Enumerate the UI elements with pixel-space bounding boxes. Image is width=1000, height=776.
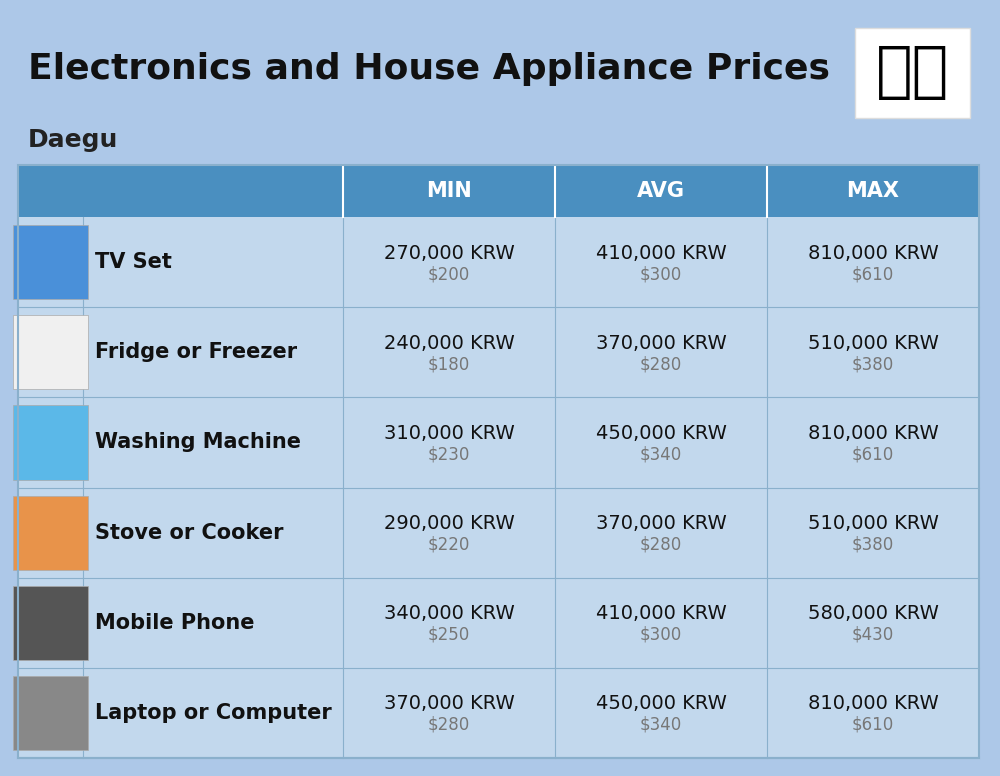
Text: 810,000 KRW: 810,000 KRW	[808, 244, 938, 262]
Text: Washing Machine: Washing Machine	[95, 432, 301, 452]
Text: $380: $380	[852, 535, 894, 553]
Text: $380: $380	[852, 355, 894, 373]
Text: $300: $300	[640, 265, 682, 283]
Text: 450,000 KRW: 450,000 KRW	[596, 424, 726, 443]
Bar	[13, 225, 88, 300]
Text: 450,000 KRW: 450,000 KRW	[596, 695, 726, 713]
Text: Mobile Phone: Mobile Phone	[95, 613, 254, 632]
Bar	[18, 668, 979, 758]
Text: $180: $180	[428, 355, 470, 373]
Text: $340: $340	[640, 445, 682, 463]
Text: $230: $230	[428, 445, 470, 463]
Text: 410,000 KRW: 410,000 KRW	[596, 244, 726, 262]
Text: $280: $280	[428, 716, 470, 734]
Text: Stove or Cooker: Stove or Cooker	[95, 522, 284, 542]
Text: 410,000 KRW: 410,000 KRW	[596, 605, 726, 623]
Text: 510,000 KRW: 510,000 KRW	[808, 334, 938, 353]
Text: $300: $300	[640, 625, 682, 644]
Bar	[18, 397, 979, 487]
Text: $280: $280	[640, 535, 682, 553]
Text: AVG: AVG	[637, 181, 685, 201]
Text: $220: $220	[428, 535, 470, 553]
Text: TV Set: TV Set	[95, 252, 172, 272]
Text: $610: $610	[852, 716, 894, 734]
Text: 290,000 KRW: 290,000 KRW	[384, 514, 514, 533]
Text: MAX: MAX	[846, 181, 900, 201]
Bar	[13, 676, 88, 750]
Text: Daegu: Daegu	[28, 128, 118, 152]
Text: $610: $610	[852, 265, 894, 283]
Bar	[18, 577, 979, 668]
Text: 270,000 KRW: 270,000 KRW	[384, 244, 514, 262]
Bar	[13, 315, 88, 390]
Bar	[18, 217, 979, 307]
Bar	[18, 165, 979, 758]
Text: $610: $610	[852, 445, 894, 463]
Text: $250: $250	[428, 625, 470, 644]
Bar	[13, 405, 88, 480]
Bar	[855, 28, 970, 118]
Bar	[18, 165, 979, 217]
Bar	[13, 496, 88, 570]
Text: 340,000 KRW: 340,000 KRW	[384, 605, 514, 623]
Text: $430: $430	[852, 625, 894, 644]
Text: Laptop or Computer: Laptop or Computer	[95, 703, 332, 723]
Text: Fridge or Freezer: Fridge or Freezer	[95, 342, 297, 362]
Text: Electronics and House Appliance Prices: Electronics and House Appliance Prices	[28, 52, 830, 86]
Text: 370,000 KRW: 370,000 KRW	[384, 695, 514, 713]
Text: 370,000 KRW: 370,000 KRW	[596, 514, 726, 533]
Bar	[18, 307, 979, 397]
Text: 🇰🇷: 🇰🇷	[876, 43, 949, 102]
Text: 370,000 KRW: 370,000 KRW	[596, 334, 726, 353]
Text: $200: $200	[428, 265, 470, 283]
Bar	[18, 487, 979, 577]
Text: MIN: MIN	[426, 181, 472, 201]
Bar	[13, 586, 88, 660]
Text: $280: $280	[640, 355, 682, 373]
Text: 580,000 KRW: 580,000 KRW	[808, 605, 938, 623]
Text: 510,000 KRW: 510,000 KRW	[808, 514, 938, 533]
Text: 810,000 KRW: 810,000 KRW	[808, 695, 938, 713]
Text: 240,000 KRW: 240,000 KRW	[384, 334, 514, 353]
Text: $340: $340	[640, 716, 682, 734]
Text: 310,000 KRW: 310,000 KRW	[384, 424, 514, 443]
Text: 810,000 KRW: 810,000 KRW	[808, 424, 938, 443]
